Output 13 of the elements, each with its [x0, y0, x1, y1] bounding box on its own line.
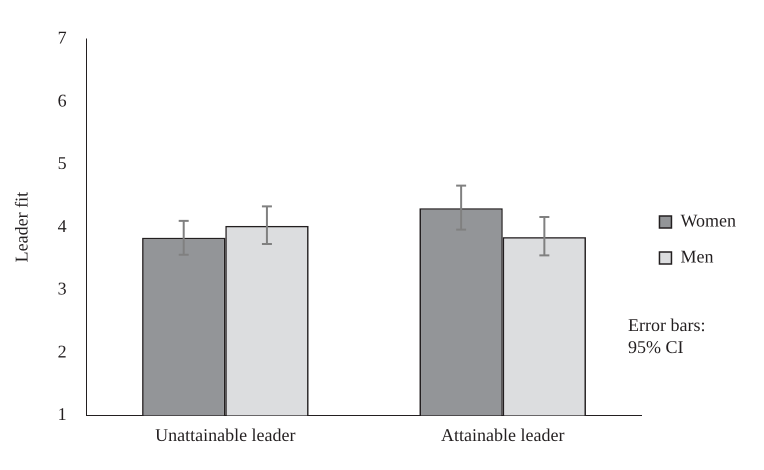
y-tick-label: 5 — [58, 153, 67, 174]
legend-label: Men — [680, 246, 714, 267]
x-tick-label: Attainable leader — [441, 424, 564, 445]
y-tick-label: 7 — [58, 28, 67, 48]
x-tick-label: Unattainable leader — [155, 424, 296, 445]
y-tick-label: 3 — [58, 278, 67, 299]
y-axis-title: Leader fit — [12, 192, 32, 262]
annotation: Error bars: 95% CI — [628, 314, 706, 358]
legend-label: Women — [680, 210, 736, 231]
y-tick-label: 2 — [58, 341, 67, 362]
y-tick-label: 6 — [58, 90, 67, 110]
y-tick-label: 4 — [58, 216, 67, 236]
y-tick-label: 1 — [58, 404, 67, 424]
